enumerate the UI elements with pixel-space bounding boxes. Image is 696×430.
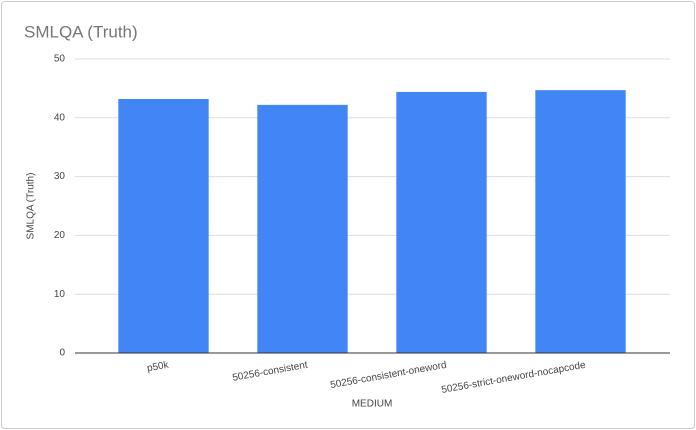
x-tick-label: p50k — [146, 360, 170, 375]
bar — [118, 98, 209, 353]
y-tick-label: 10 — [54, 289, 66, 300]
bar — [257, 104, 348, 353]
y-tick-label: 0 — [59, 348, 65, 359]
bar — [535, 90, 626, 353]
y-axis-label: SMLQA (Truth) — [26, 173, 37, 240]
y-tick-label: 40 — [54, 112, 66, 123]
chart-title: SMLQA (Truth) — [24, 22, 138, 41]
x-axis-label: MEDIUM — [352, 399, 393, 410]
y-tick-label: 30 — [54, 171, 66, 182]
bar — [396, 91, 487, 353]
y-tick-label: 50 — [54, 54, 66, 65]
y-tick-label: 20 — [54, 230, 66, 241]
